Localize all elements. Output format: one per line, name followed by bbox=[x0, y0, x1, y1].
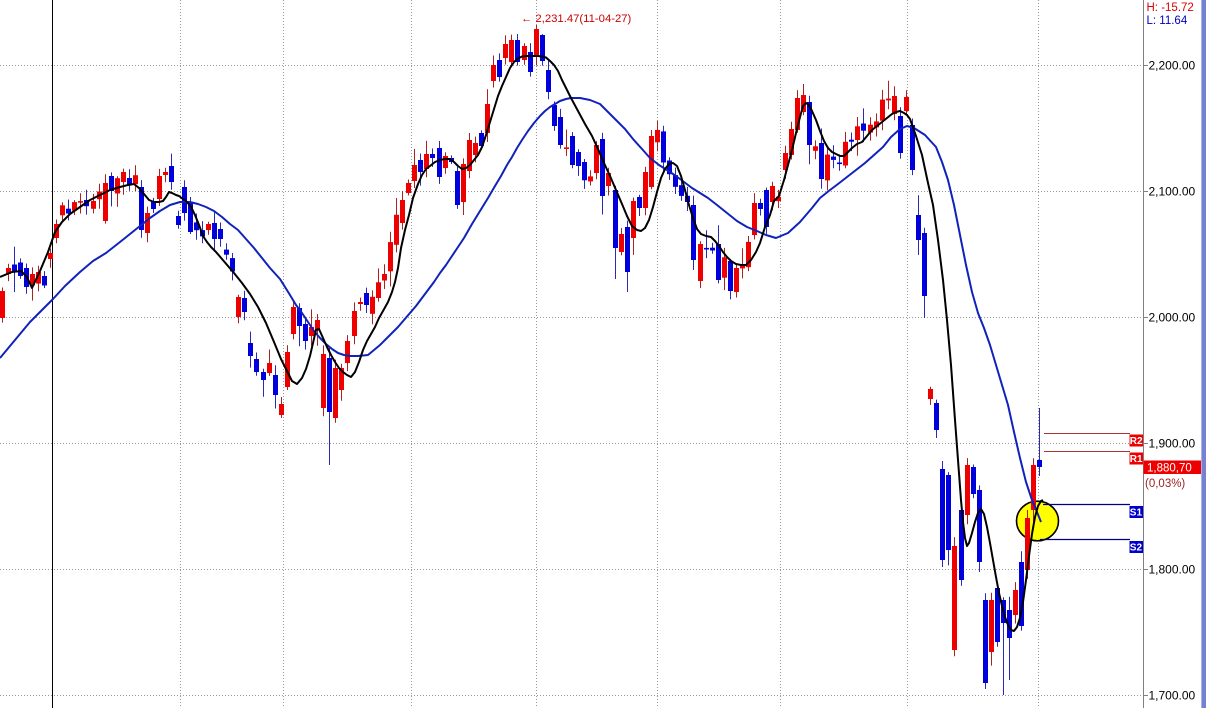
svg-text:2,000.00: 2,000.00 bbox=[1149, 311, 1196, 325]
svg-text:S2: S2 bbox=[1130, 543, 1143, 554]
svg-text:2,200.00: 2,200.00 bbox=[1149, 59, 1196, 73]
svg-text:R1: R1 bbox=[1130, 454, 1143, 465]
svg-text:S1: S1 bbox=[1130, 508, 1143, 519]
svg-text:L: 11.64: L: 11.64 bbox=[1147, 15, 1188, 27]
svg-text:1,700.00: 1,700.00 bbox=[1149, 689, 1196, 703]
svg-text:← 2,231.47(11-04-27): ← 2,231.47(11-04-27) bbox=[521, 13, 632, 25]
svg-text:1,800.00: 1,800.00 bbox=[1149, 563, 1196, 577]
svg-text:2,100.00: 2,100.00 bbox=[1149, 185, 1196, 199]
svg-text:H: -15.72: H: -15.72 bbox=[1147, 2, 1194, 14]
svg-text:1,900.00: 1,900.00 bbox=[1149, 437, 1196, 451]
svg-text:(0,03%): (0,03%) bbox=[1145, 478, 1185, 490]
svg-text:R2: R2 bbox=[1130, 436, 1143, 447]
svg-text:1,880,70: 1,880,70 bbox=[1147, 463, 1192, 475]
